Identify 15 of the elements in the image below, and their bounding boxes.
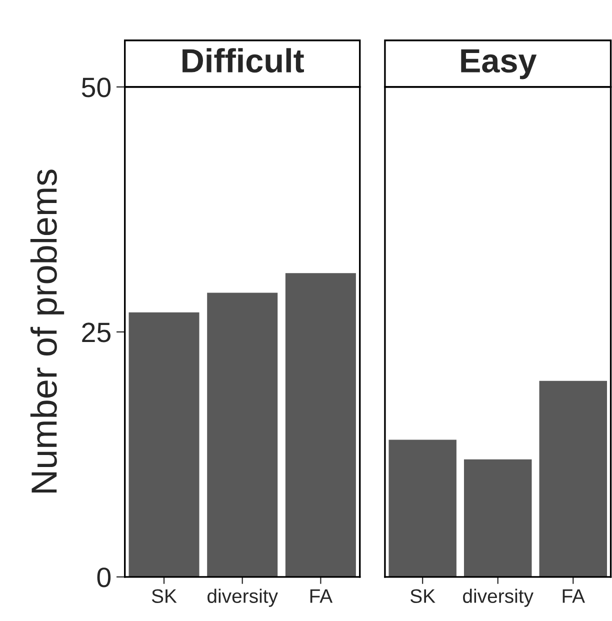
x-tick-label: SK (410, 589, 436, 603)
x-tick-label: FA (562, 589, 585, 603)
y-axis-title: Number of problems (30, 170, 64, 493)
y-tick-label: 25 (82, 322, 110, 342)
x-tick-label: SK (152, 589, 177, 603)
bar (285, 273, 356, 577)
chart-title: Easy (461, 49, 537, 80)
x-tick-label: diversity (208, 588, 278, 607)
chart-title: Difficult (182, 48, 304, 73)
x-tick-label: diversity (463, 588, 534, 607)
y-tick-label: 0 (97, 568, 111, 588)
bar (128, 312, 200, 577)
x-tick-label: FA (310, 589, 333, 603)
bar (207, 292, 278, 577)
y-tick-label: 50 (82, 78, 111, 98)
